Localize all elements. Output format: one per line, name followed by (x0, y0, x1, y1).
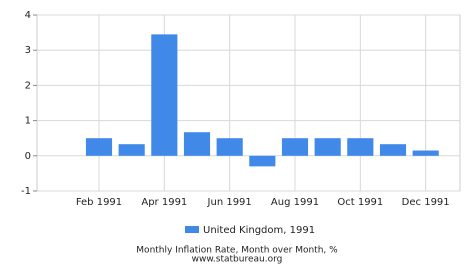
y-tick-label: 4 (25, 10, 31, 21)
bar (183, 132, 211, 156)
source: www.statbureau.org (192, 255, 283, 265)
y-tick-label: 2 (25, 80, 31, 91)
bar (347, 138, 374, 156)
legend-swatch (185, 226, 199, 233)
x-tick-label: Dec 1991 (402, 197, 450, 208)
bar (118, 144, 145, 156)
x-tick-label: Apr 1991 (141, 197, 187, 208)
bar (216, 138, 243, 156)
y-tick-label: -1 (21, 186, 31, 197)
bar (281, 138, 309, 156)
bar (412, 150, 439, 156)
y-tick-label: 1 (25, 116, 31, 127)
y-tick-label: 3 (25, 45, 31, 56)
bar (314, 138, 341, 156)
y-tick-label: 0 (25, 151, 31, 162)
x-tick-label: Aug 1991 (271, 197, 319, 208)
bar (151, 34, 178, 156)
bar (379, 144, 407, 156)
bar (85, 138, 113, 156)
x-axis-title: Monthly Inflation Rate, Month over Month… (136, 246, 338, 256)
x-tick-label: Jun 1991 (207, 197, 252, 208)
x-tick-label: Feb 1991 (76, 197, 122, 208)
legend-label: United Kingdom, 1991 (203, 225, 315, 236)
x-tick-label: Oct 1991 (337, 197, 383, 208)
bar (249, 155, 276, 167)
plot-frame (36, 14, 461, 192)
